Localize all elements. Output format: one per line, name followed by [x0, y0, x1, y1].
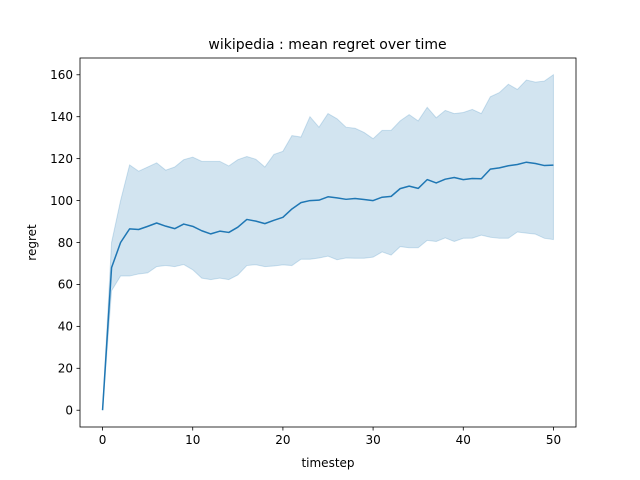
y-tick-label: 20 — [58, 362, 73, 376]
x-tick-label: 20 — [275, 433, 290, 447]
y-tick-label: 40 — [58, 320, 73, 334]
x-tick-label: 30 — [365, 433, 380, 447]
x-tick-label: 40 — [456, 433, 471, 447]
x-tick-label: 50 — [546, 433, 561, 447]
x-tick-label: 0 — [99, 433, 107, 447]
y-tick-label: 120 — [50, 152, 73, 166]
x-tick-label: 10 — [185, 433, 200, 447]
plot-area — [101, 73, 554, 411]
x-axis: 0 10 20 30 40 50 — [99, 427, 561, 447]
y-tick-label: 100 — [50, 194, 73, 208]
y-axis: 0 20 40 60 80 100 120 140 160 — [50, 68, 80, 418]
y-tick-label: 160 — [50, 68, 73, 82]
confidence-band — [102, 73, 554, 411]
mean-regret-line — [101, 161, 554, 411]
y-tick-label: 0 — [65, 404, 73, 418]
x-axis-label: timestep — [301, 456, 354, 470]
y-tick-label: 80 — [58, 236, 73, 250]
chart-title: wikipedia : mean regret over time — [208, 37, 446, 53]
y-axis-label: regret — [25, 224, 39, 261]
y-tick-label: 60 — [58, 278, 73, 292]
y-tick-label: 140 — [50, 110, 73, 124]
